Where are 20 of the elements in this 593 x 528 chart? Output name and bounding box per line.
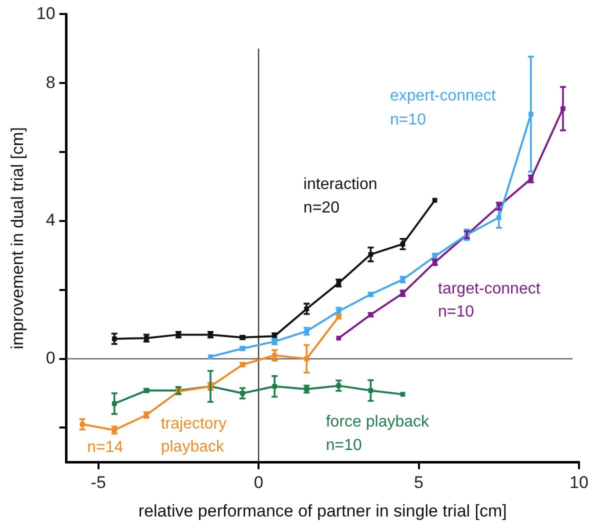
- x-tick-label: 0: [254, 473, 264, 492]
- x-axis-title: relative performance of partner in single trial [cm]: [138, 501, 507, 520]
- annotation: n=10: [438, 304, 474, 321]
- y-tick-label: 8: [46, 72, 56, 92]
- annotation: n=10: [326, 437, 362, 454]
- y-axis-title: improvement in dual trial [cm]: [8, 127, 27, 350]
- text: interaction: [303, 176, 378, 194]
- y-tick-label: 10: [36, 4, 56, 23]
- y-tick-label: 0: [46, 348, 56, 368]
- x-tick-label: 5: [414, 473, 424, 492]
- y-tick-label: 4: [46, 210, 56, 230]
- series-label: trajectory playback: [160, 416, 227, 456]
- annotation: n=20: [303, 199, 340, 216]
- annotation: n=10: [390, 112, 426, 129]
- annotation: n=14: [87, 438, 124, 456]
- series-label: force playback: [326, 414, 430, 431]
- series-label: target-connect: [438, 280, 541, 298]
- x-tick-label: 10: [570, 473, 588, 492]
- x-tick-label: -5: [90, 473, 106, 492]
- text: expert-connect: [390, 88, 496, 105]
